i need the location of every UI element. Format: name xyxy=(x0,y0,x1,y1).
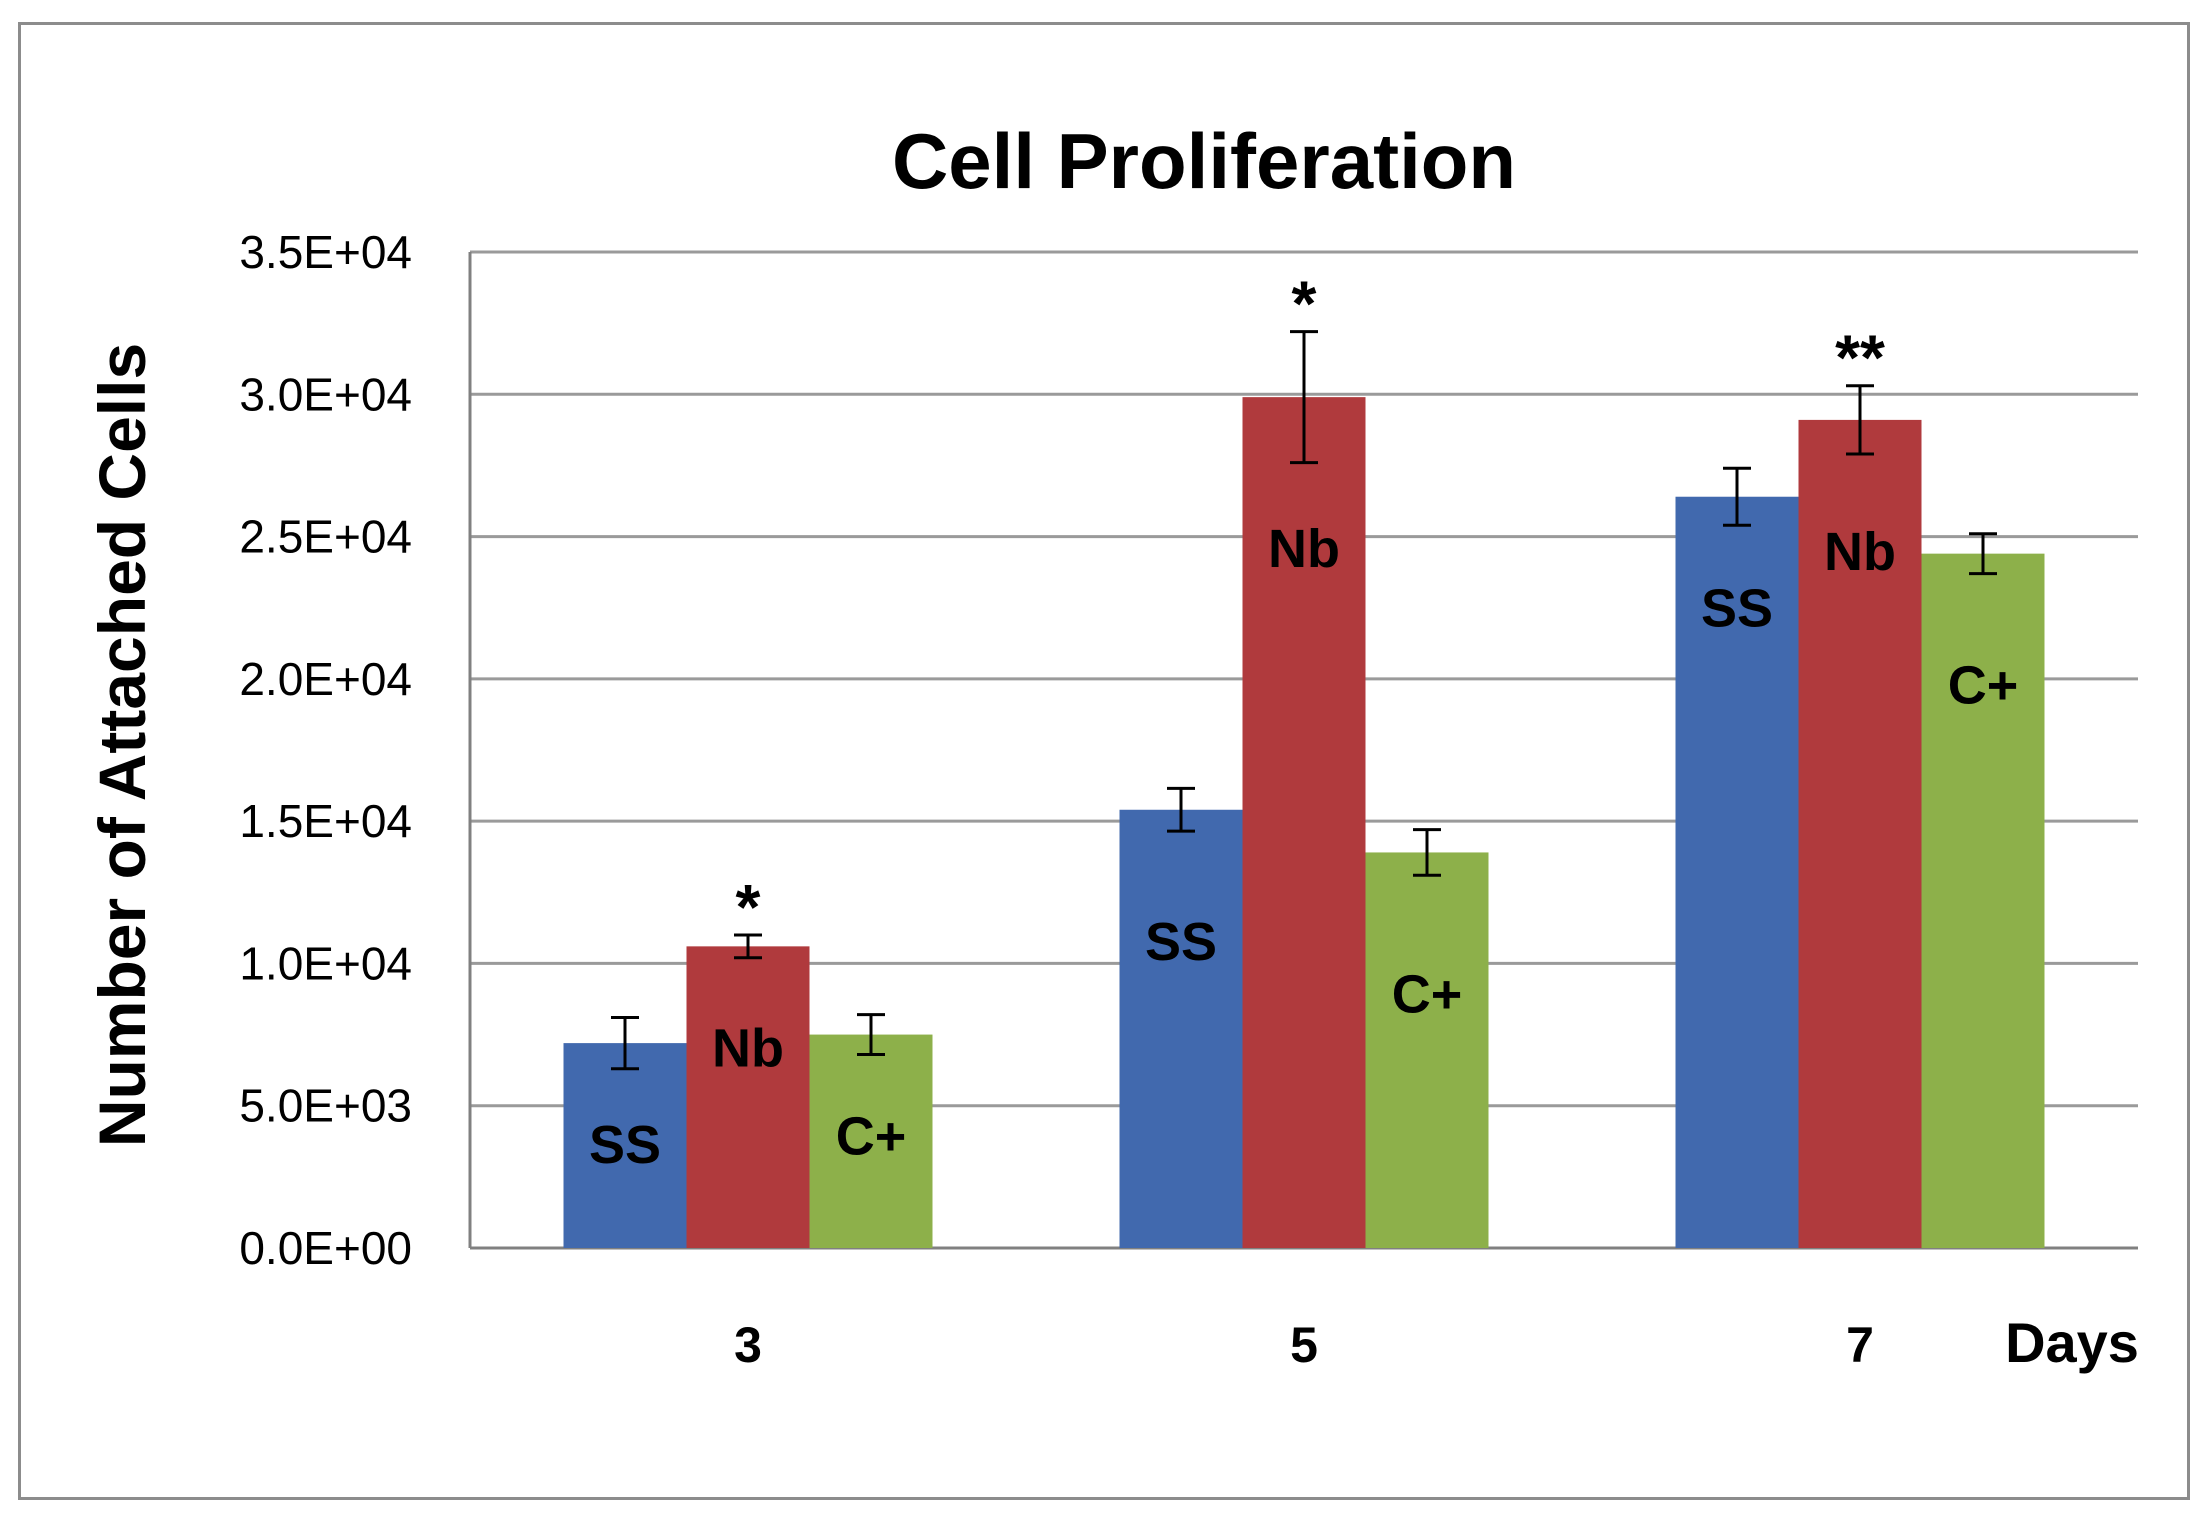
y-tick-label: 2.0E+04 xyxy=(239,653,412,705)
significance-marks: **** xyxy=(736,268,1885,943)
x-axis-label: Days xyxy=(2005,1311,2139,1374)
y-axis-label: Number of Attached Cells xyxy=(85,343,159,1147)
bar-label: C+ xyxy=(836,1107,907,1167)
bar-label: Nb xyxy=(712,1018,784,1078)
bar-label: C+ xyxy=(1948,656,2019,716)
bar-cplus xyxy=(1921,553,2045,1248)
y-tick-label: 2.5E+04 xyxy=(239,511,412,563)
y-tick-labels: 0.0E+00 5.0E+03 1.0E+04 1.5E+04 2.0E+04 2.5E+… xyxy=(239,226,412,1274)
x-tick-label: 7 xyxy=(1846,1317,1874,1373)
y-tick-label: 3.0E+04 xyxy=(239,368,412,420)
bar-nb xyxy=(1798,419,1922,1248)
y-tick-label: 1.5E+04 xyxy=(239,795,412,847)
bar-ss xyxy=(1119,809,1243,1248)
y-tick-label: 3.5E+04 xyxy=(239,226,412,278)
x-tick-label: 3 xyxy=(734,1317,762,1373)
bar-cplus xyxy=(809,1034,933,1248)
x-tick-labels: 3 5 7 xyxy=(734,1317,1874,1373)
y-tick-label: 5.0E+03 xyxy=(239,1080,412,1132)
bar-labels: SS Nb C+ SS Nb C+ SS Nb C+ xyxy=(589,519,2018,1175)
bar-label: SS xyxy=(589,1115,661,1175)
bars xyxy=(563,397,2045,1248)
bar-nb xyxy=(1242,397,1366,1248)
significance-mark: * xyxy=(736,871,761,943)
bar-ss xyxy=(1675,496,1799,1248)
bar-ss xyxy=(563,1043,687,1248)
error-bars xyxy=(611,330,1997,1071)
y-tick-label: 1.0E+04 xyxy=(239,937,412,989)
bar-label: Nb xyxy=(1824,522,1896,582)
bar-cplus xyxy=(1365,852,1489,1248)
bar-label: SS xyxy=(1701,579,1773,639)
significance-mark: * xyxy=(1292,268,1317,340)
bar-label: Nb xyxy=(1268,519,1340,579)
chart-title: Cell Proliferation xyxy=(892,117,1516,205)
bar-nb xyxy=(686,946,810,1248)
bar-label: C+ xyxy=(1392,964,1463,1024)
significance-mark: ** xyxy=(1835,322,1885,394)
y-tick-label: 0.0E+00 xyxy=(239,1222,412,1274)
x-tick-label: 5 xyxy=(1290,1317,1318,1373)
bar-label: SS xyxy=(1145,912,1217,972)
